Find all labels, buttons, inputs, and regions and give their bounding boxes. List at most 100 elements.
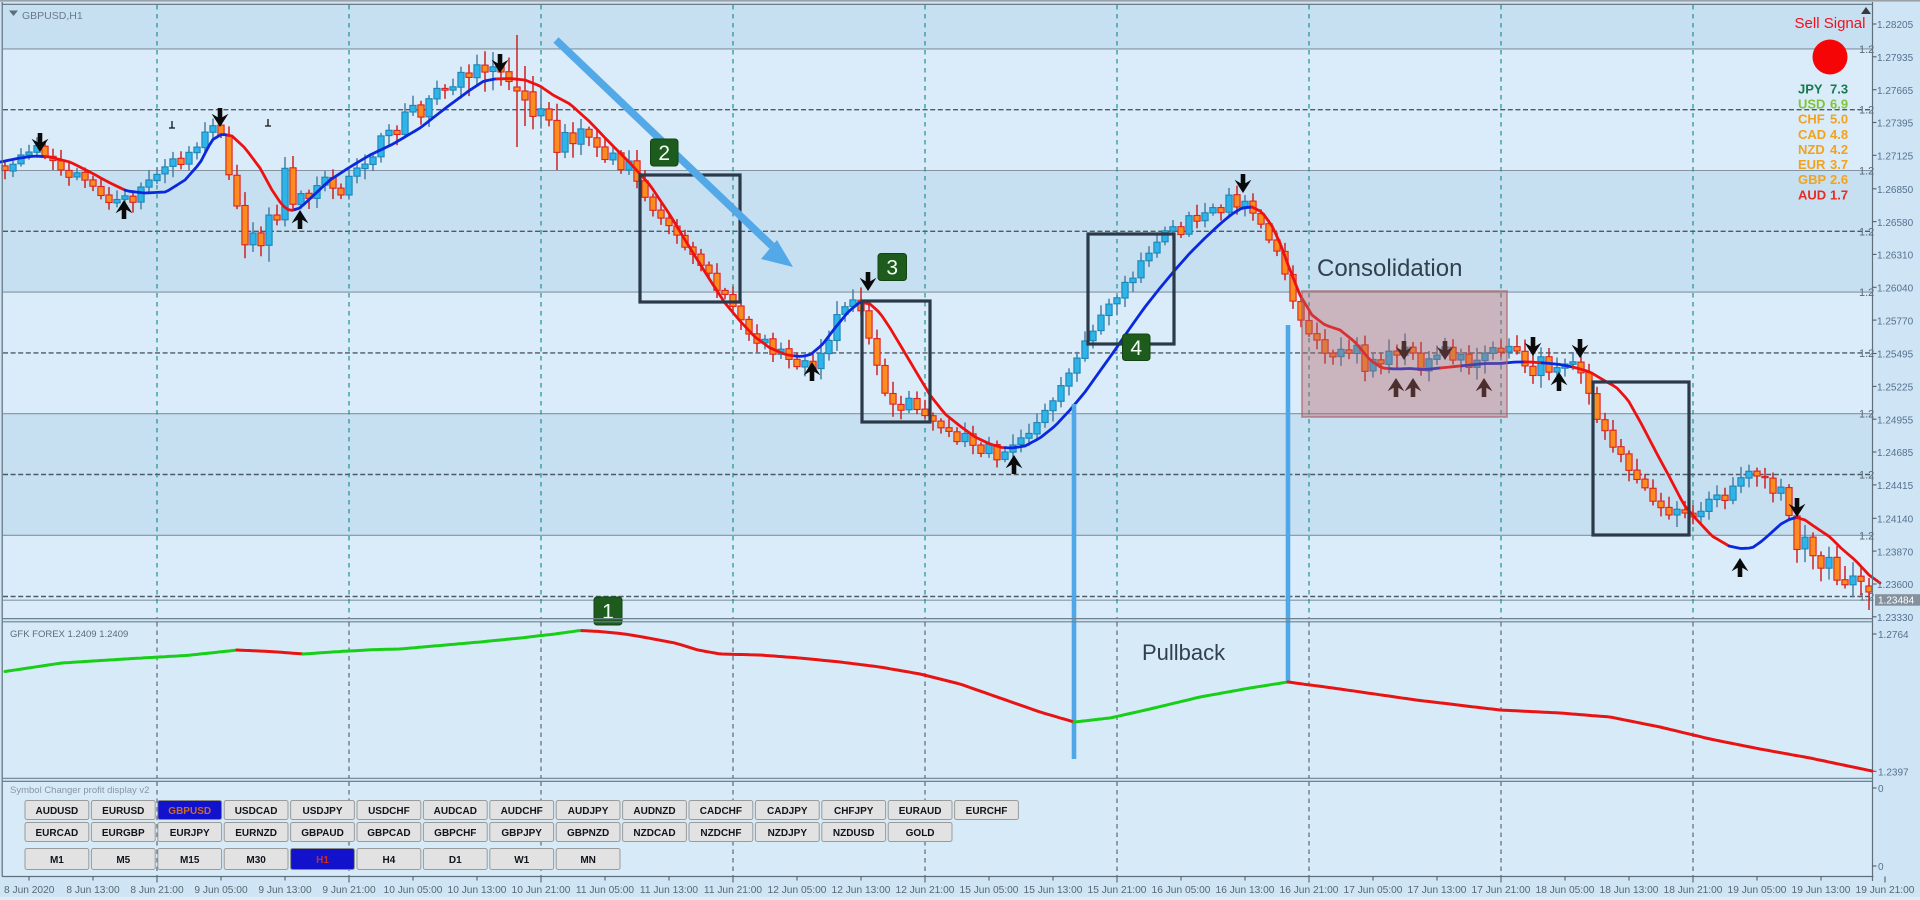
svg-text:1.2: 1.2 [1859,409,1874,421]
svg-text:1.24955: 1.24955 [1877,415,1914,426]
svg-text:19 Jun 21:00: 19 Jun 21:00 [1856,885,1915,896]
svg-text:GBPNZD: GBPNZD [567,828,609,839]
svg-text:EURJPY: EURJPY [170,828,210,839]
svg-text:17 Jun 13:00: 17 Jun 13:00 [1408,885,1467,896]
svg-text:16 Jun 21:00: 16 Jun 21:00 [1280,885,1339,896]
svg-text:1.23484: 1.23484 [1878,596,1915,607]
svg-text:1.26850: 1.26850 [1877,185,1914,196]
svg-text:CHFJPY: CHFJPY [834,806,874,817]
svg-text:AUDJPY: AUDJPY [568,806,609,817]
svg-text:16 Jun 13:00: 16 Jun 13:00 [1216,885,1275,896]
svg-text:18 Jun 13:00: 18 Jun 13:00 [1600,885,1659,896]
svg-text:2: 2 [658,142,670,165]
svg-text:GBPCAD: GBPCAD [367,828,410,839]
svg-text:10 Jun 05:00: 10 Jun 05:00 [384,885,443,896]
svg-text:8 Jun 2020: 8 Jun 2020 [4,885,55,896]
svg-text:9 Jun 13:00: 9 Jun 13:00 [258,885,312,896]
svg-text:M5: M5 [116,855,130,866]
svg-text:USDCAD: USDCAD [235,806,278,817]
svg-text:11 Jun 21:00: 11 Jun 21:00 [704,885,762,896]
svg-text:1.2: 1.2 [1859,287,1874,299]
svg-text:1.28205: 1.28205 [1877,20,1914,31]
svg-text:12 Jun 21:00: 12 Jun 21:00 [896,885,955,896]
svg-text:1.2: 1.2 [1859,592,1874,604]
svg-text:16 Jun 05:00: 16 Jun 05:00 [1152,885,1211,896]
svg-text:EURAUD: EURAUD [899,806,942,817]
svg-text:JPY: JPY [1798,81,1823,96]
svg-text:M1: M1 [50,855,64,866]
svg-text:D1: D1 [449,855,462,866]
svg-text:18 Jun 21:00: 18 Jun 21:00 [1664,885,1723,896]
svg-text:GOLD: GOLD [906,828,935,839]
svg-text:6.9: 6.9 [1830,97,1848,112]
svg-text:EURNZD: EURNZD [235,828,277,839]
svg-text:17 Jun 21:00: 17 Jun 21:00 [1472,885,1531,896]
svg-text:M30: M30 [246,855,266,866]
svg-text:1.24415: 1.24415 [1877,481,1914,492]
svg-text:12 Jun 05:00: 12 Jun 05:00 [768,885,827,896]
svg-text:11 Jun 13:00: 11 Jun 13:00 [640,885,698,896]
svg-text:CHF: CHF [1798,112,1825,127]
svg-text:9 Jun 05:00: 9 Jun 05:00 [194,885,248,896]
svg-text:CADJPY: CADJPY [767,806,808,817]
svg-text:1.24685: 1.24685 [1877,448,1914,459]
svg-text:GBPJPY: GBPJPY [501,828,542,839]
svg-text:0: 0 [1878,862,1884,873]
svg-text:1.23330: 1.23330 [1877,613,1914,624]
svg-text:1.25770: 1.25770 [1877,316,1914,327]
svg-text:1.2: 1.2 [1859,470,1874,482]
svg-text:1.27395: 1.27395 [1877,119,1914,130]
svg-text:1.24140: 1.24140 [1877,515,1914,526]
svg-text:11 Jun 05:00: 11 Jun 05:00 [576,885,634,896]
svg-text:1.2: 1.2 [1859,530,1874,542]
svg-text:1.25225: 1.25225 [1877,383,1914,394]
svg-text:1.2: 1.2 [1859,348,1874,360]
svg-text:1.26580: 1.26580 [1877,218,1914,229]
svg-text:AUDUSD: AUDUSD [36,806,79,817]
svg-text:8 Jun 13:00: 8 Jun 13:00 [66,885,120,896]
svg-text:NZDUSD: NZDUSD [833,828,875,839]
svg-text:3.7: 3.7 [1830,157,1848,172]
svg-text:1.23870: 1.23870 [1877,547,1914,558]
svg-text:NZDCAD: NZDCAD [633,828,675,839]
svg-text:EURUSD: EURUSD [102,806,144,817]
svg-text:USDCHF: USDCHF [368,806,410,817]
svg-text:8 Jun 21:00: 8 Jun 21:00 [130,885,184,896]
svg-text:MN: MN [580,855,596,866]
svg-text:3: 3 [886,257,898,280]
svg-text:M15: M15 [180,855,200,866]
svg-text:EURGBP: EURGBP [102,828,145,839]
svg-text:2.6: 2.6 [1830,172,1848,187]
svg-text:1.2: 1.2 [1859,44,1874,56]
svg-text:NZDJPY: NZDJPY [768,828,808,839]
svg-text:1.2397: 1.2397 [1878,768,1909,779]
svg-text:USD: USD [1798,97,1825,112]
svg-text:Pullback: Pullback [1142,640,1226,665]
svg-text:GFK FOREX 1.2409 1.2409: GFK FOREX 1.2409 1.2409 [10,629,128,640]
svg-text:AUD: AUD [1798,187,1826,202]
svg-text:AUDCAD: AUDCAD [434,806,477,817]
svg-text:EUR: EUR [1798,157,1826,172]
svg-text:AUDNZD: AUDNZD [633,806,675,817]
svg-text:7.3: 7.3 [1830,81,1848,96]
svg-text:1.27665: 1.27665 [1877,86,1914,97]
svg-text:GBP: GBP [1798,172,1827,187]
svg-text:Symbol Changer profit display: Symbol Changer profit display v2 [10,785,149,796]
svg-text:1.7: 1.7 [1830,187,1848,202]
svg-text:0: 0 [1878,784,1884,795]
svg-text:10 Jun 13:00: 10 Jun 13:00 [448,885,507,896]
svg-text:GBPAUD: GBPAUD [301,828,344,839]
svg-text:4: 4 [1130,337,1142,360]
svg-text:GBPCHF: GBPCHF [434,828,476,839]
svg-text:Sell Signal: Sell Signal [1795,15,1866,32]
svg-text:15 Jun 05:00: 15 Jun 05:00 [960,885,1019,896]
svg-text:H1: H1 [316,855,329,866]
svg-text:1.2: 1.2 [1859,166,1874,178]
svg-text:USDJPY: USDJPY [302,806,342,817]
svg-text:5.0: 5.0 [1830,112,1848,127]
svg-text:CADCHF: CADCHF [700,806,742,817]
svg-text:1.27125: 1.27125 [1877,152,1914,163]
svg-text:1.2: 1.2 [1859,226,1874,238]
svg-text:1.26040: 1.26040 [1877,284,1914,295]
svg-text:1.2764: 1.2764 [1878,630,1909,641]
